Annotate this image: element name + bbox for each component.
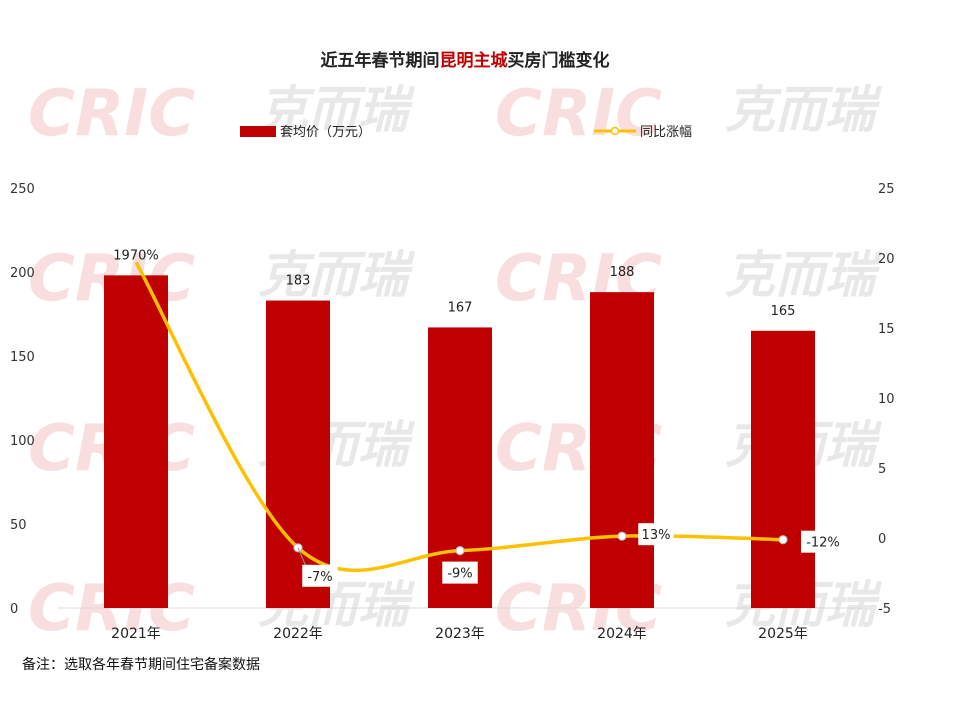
line-series: -7% -9% 13% -12% <box>134 261 845 587</box>
y-left-tick-label: 150 <box>10 350 35 365</box>
y-axis-right: -5 0 5 10 15 20 25 <box>878 182 895 617</box>
y-left-tick-label: 0 <box>10 602 18 617</box>
watermark-logo: CRIC <box>28 77 195 151</box>
line-value-label: -9% <box>447 567 472 582</box>
watermark-text: 克而瑞 <box>725 246 883 304</box>
y-left-tick-label: 50 <box>10 518 27 533</box>
line-point <box>617 531 627 541</box>
y-right-tick-label: 0 <box>878 532 886 547</box>
bar-value-label: 188 <box>610 265 635 280</box>
y-axis-left: 0 50 100 150 200 250 <box>10 182 35 617</box>
legend-bar-label: 套均价（万元） <box>280 124 371 140</box>
bar <box>104 275 168 608</box>
bar <box>266 300 330 608</box>
title-part-1: 近五年春节期间 <box>321 50 440 71</box>
watermark: CRIC 克而瑞 <box>495 77 883 151</box>
bar-series <box>104 275 815 608</box>
line-label-box <box>442 561 478 584</box>
line-label-box <box>638 523 674 546</box>
title-part-2: 昆明主城 <box>440 50 508 71</box>
line-label-box <box>801 530 845 553</box>
y-left-tick-label: 200 <box>10 266 35 281</box>
watermark-text: 克而瑞 <box>258 246 416 304</box>
x-axis: 2021年 2022年 2023年 2024年 2025年 <box>111 626 808 642</box>
y-right-tick-label: 25 <box>878 182 895 197</box>
watermark-text: 克而瑞 <box>725 81 883 139</box>
line-point <box>455 545 465 556</box>
chart-title: 近五年春节期间昆明主城买房门槛变化 <box>321 50 610 71</box>
line-value-label: 13% <box>642 528 671 543</box>
x-tick-label: 2023年 <box>435 626 485 642</box>
watermark-logo: CRIC <box>495 77 662 151</box>
y-right-tick-label: 5 <box>878 462 886 477</box>
bar-value-label: 165 <box>771 304 796 319</box>
legend-bar-swatch <box>240 126 276 137</box>
bar-value-label: 167 <box>448 300 473 315</box>
y-right-tick-label: 20 <box>878 252 895 267</box>
legend: 套均价（万元） 同比涨幅 <box>240 124 692 140</box>
y-right-tick-label: -5 <box>878 602 891 617</box>
line-label-box <box>302 564 338 587</box>
y-left-tick-label: 250 <box>10 182 35 197</box>
bar-value-label: 183 <box>286 274 311 289</box>
watermark-text: 克而瑞 <box>258 81 416 139</box>
y-right-tick-label: 15 <box>878 322 895 337</box>
title-part-3: 买房门槛变化 <box>508 50 610 71</box>
legend-line-marker <box>610 126 620 136</box>
bar <box>751 330 815 608</box>
y-left-tick-label: 100 <box>10 434 35 449</box>
watermark: CRIC 克而瑞 <box>28 77 416 151</box>
bar-value-label: 1970% <box>113 248 158 263</box>
x-tick-label: 2022年 <box>273 626 323 642</box>
bar <box>590 292 654 608</box>
line-value-label: -12% <box>806 536 840 551</box>
legend-line-label: 同比涨幅 <box>640 125 692 140</box>
x-tick-label: 2021年 <box>111 626 161 642</box>
line-value-label: -7% <box>307 570 332 585</box>
bar-labels: 1970% 183 167 188 165 <box>113 248 795 318</box>
footnote: 备注：选取各年春节期间住宅备案数据 <box>22 657 260 673</box>
line-point <box>778 535 788 545</box>
bar <box>428 327 492 608</box>
x-tick-label: 2024年 <box>597 626 647 642</box>
x-tick-label: 2025年 <box>758 626 808 642</box>
y-right-tick-label: 10 <box>878 392 895 407</box>
